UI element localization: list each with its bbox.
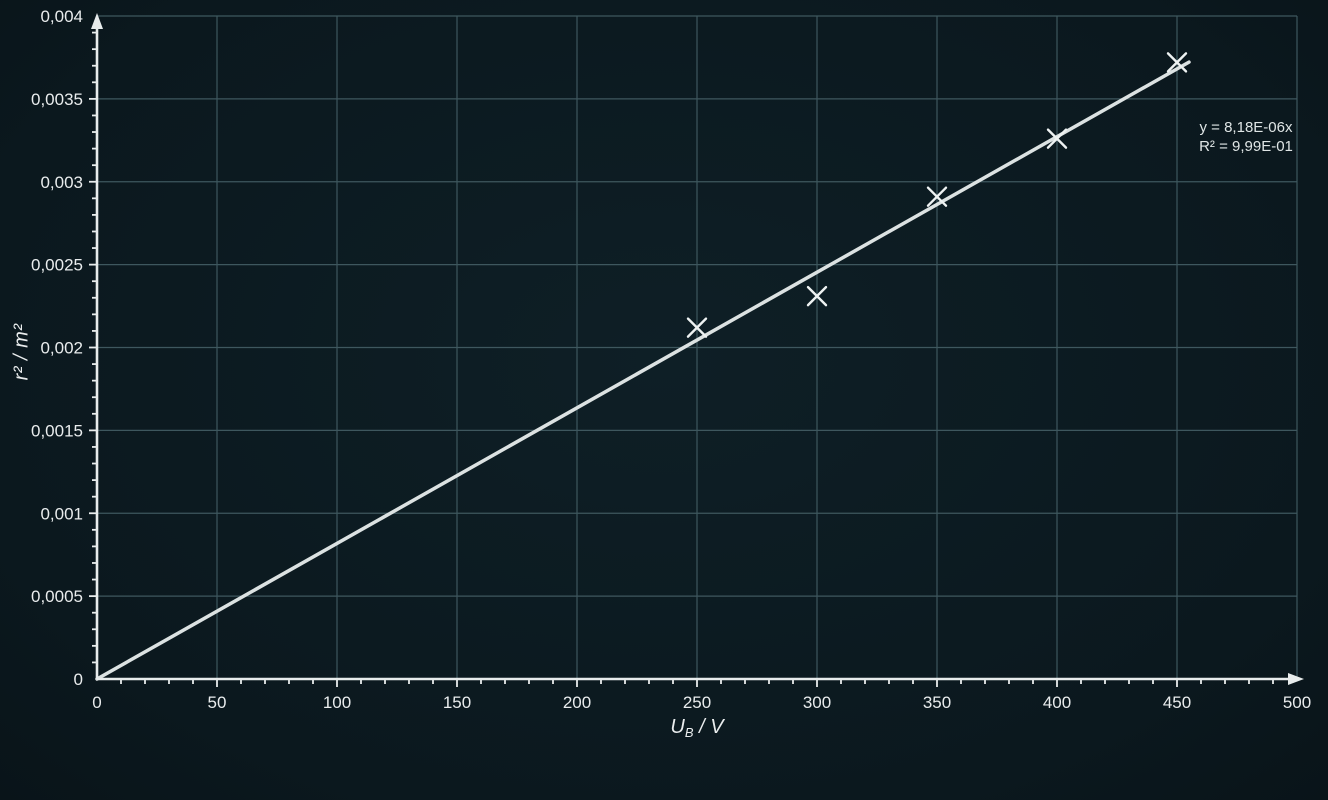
trendline — [95, 60, 1191, 681]
x-tick-label: 300 — [803, 693, 831, 712]
x-axis-subscript: B — [684, 725, 694, 740]
x-tick-label: 0 — [92, 693, 101, 712]
y-tick-label: 0,002 — [40, 339, 83, 358]
y-axis-title: r² / m² — [10, 323, 33, 381]
y-tick-label: 0,003 — [40, 173, 83, 192]
x-tick-label: 50 — [208, 693, 227, 712]
y-axis-arrow-icon — [91, 13, 103, 29]
y-tick-label: 0,004 — [40, 7, 83, 26]
x-tick-label: 350 — [923, 693, 951, 712]
trendline-r-squared: R² = 9,99E-01 — [1199, 138, 1293, 155]
x-tick-label: 200 — [563, 693, 591, 712]
trendline-annotation: y = 8,18E-06x R² = 9,99E-01 — [1164, 118, 1328, 156]
data-point-marker — [806, 285, 828, 307]
x-tick-label: 500 — [1283, 693, 1311, 712]
y-tick-label: 0,001 — [40, 504, 83, 523]
x-tick-label: 100 — [323, 693, 351, 712]
data-point-marker — [1166, 52, 1188, 73]
y-tick-label: 0,0035 — [31, 90, 83, 109]
y-tick-label: 0,0005 — [31, 587, 83, 606]
x-axis-unit: / V — [693, 716, 724, 738]
x-axis-symbol: U — [670, 716, 685, 738]
x-axis-title: UB / V — [670, 716, 723, 740]
x-tick-label: 150 — [443, 693, 471, 712]
x-tick-label: 250 — [683, 693, 711, 712]
y-tick-label: 0,0025 — [31, 256, 83, 275]
trendline-equation: y = 8,18E-06x — [1199, 119, 1293, 136]
y-tick-label: 0,0015 — [31, 421, 83, 440]
x-axis-arrow-icon — [1288, 673, 1304, 685]
y-tick-label: 0 — [74, 670, 83, 689]
data-point-marker — [1046, 128, 1068, 149]
data-point-marker — [686, 317, 708, 338]
x-tick-label: 450 — [1163, 693, 1191, 712]
x-tick-label: 400 — [1043, 693, 1071, 712]
data-point-marker — [926, 186, 948, 207]
